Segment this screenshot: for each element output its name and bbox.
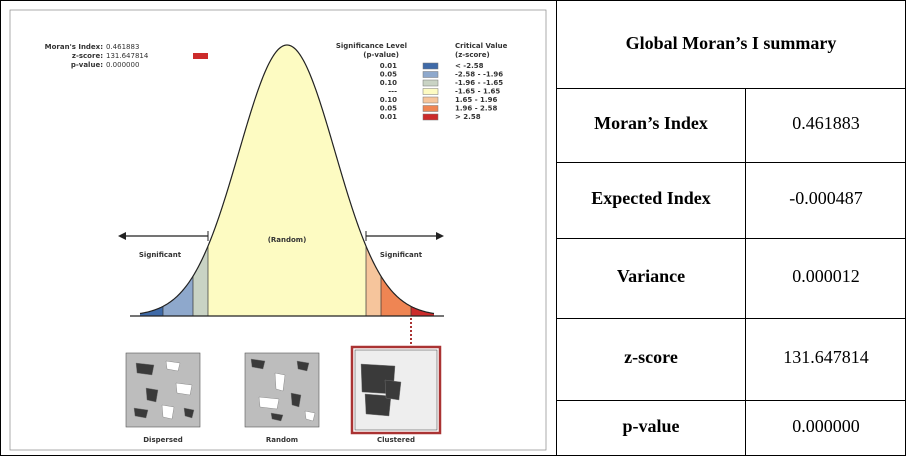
curve-region (366, 246, 381, 316)
legend-subtitle: (z-score) (455, 51, 490, 59)
row-label: Variance (617, 266, 685, 286)
map-label: Clustered (377, 436, 415, 444)
map-patch (385, 380, 401, 400)
legend-title: Critical Value (455, 42, 508, 50)
figure: Moran's Index:0.461883z-score:131.647814… (0, 0, 906, 456)
row-value: 0.000000 (792, 416, 860, 436)
legend-z: -2.58 - -1.96 (455, 71, 503, 79)
row-label: Moran’s Index (594, 113, 708, 133)
legend-swatch (423, 106, 438, 112)
region-label: (Random) (268, 236, 307, 244)
row-label: p-value (622, 416, 679, 436)
region-label: Significant (380, 251, 423, 259)
row-value: -0.000487 (789, 188, 863, 208)
diagram: Moran's Index:0.461883z-score:131.647814… (45, 42, 508, 444)
legend-p: --- (388, 88, 397, 96)
legend-p: 0.01 (380, 62, 397, 70)
legend-swatch (423, 97, 438, 103)
map-label: Random (266, 436, 298, 444)
legend-z: 1.96 - 2.58 (455, 105, 497, 113)
map-patch (275, 373, 285, 391)
row-label: z-score (624, 347, 678, 367)
legend-swatch (423, 80, 438, 86)
legend-title: Significance Level (336, 42, 407, 50)
map-patch (162, 405, 174, 419)
map-label: Dispersed (143, 436, 183, 444)
curve-region (193, 246, 208, 316)
map-patch (136, 363, 154, 375)
legend-swatch (423, 114, 438, 120)
curve-region (208, 45, 366, 316)
legend-z: -1.96 - -1.65 (455, 79, 503, 87)
summary-table: Global Moran’s I summary Moran’s Index 0.4… (556, 33, 906, 456)
stat-label: Moran's Index: (45, 43, 104, 51)
legend-p: 0.05 (380, 105, 397, 113)
stat-value: 131.647814 (106, 52, 149, 60)
legend-swatch (423, 89, 438, 95)
map-patch (146, 388, 158, 402)
stat-label: z-score: (72, 52, 103, 60)
map-patch (176, 383, 192, 395)
legend-p: 0.05 (380, 71, 397, 79)
map-patch (259, 397, 279, 409)
legend-p: 0.01 (380, 113, 397, 121)
legend-subtitle: (p-value) (363, 51, 399, 59)
stat-label: p-value: (71, 61, 103, 69)
table-title: Global Moran’s I summary (626, 33, 837, 53)
stat-value: 0.000000 (106, 61, 139, 69)
region-label: Significant (139, 251, 182, 259)
map-patch (291, 393, 301, 407)
stat-value: 0.461883 (106, 43, 139, 51)
legend-p: 0.10 (380, 79, 397, 87)
legend-z: < -2.58 (455, 62, 484, 70)
arrowhead (436, 232, 444, 240)
legend-swatch (423, 63, 438, 69)
legend-z: > 2.58 (455, 113, 481, 121)
zscore-swatch (193, 53, 208, 59)
legend-z: 1.65 - 1.96 (455, 96, 497, 104)
row-value: 0.000012 (792, 266, 860, 286)
legend-z: -1.65 - 1.65 (455, 88, 500, 96)
arrowhead (118, 232, 126, 240)
legend-swatch (423, 72, 438, 78)
legend-p: 0.10 (380, 96, 397, 104)
row-value: 131.647814 (783, 347, 869, 367)
row-label: Expected Index (591, 188, 711, 208)
row-value: 0.461883 (792, 113, 860, 133)
